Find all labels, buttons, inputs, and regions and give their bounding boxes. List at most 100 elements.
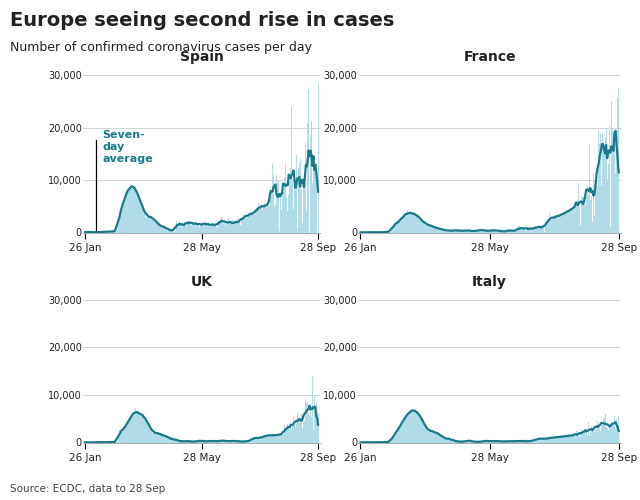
Bar	[117, 231, 118, 232]
Bar	[476, 231, 477, 232]
Bar	[398, 220, 399, 232]
Bar	[185, 440, 186, 442]
Bar	[252, 437, 253, 442]
Bar	[489, 441, 490, 442]
Bar	[614, 134, 615, 232]
Bar	[430, 429, 431, 442]
Bar	[528, 228, 529, 232]
Bar	[222, 440, 223, 442]
Bar	[494, 230, 495, 232]
Bar	[215, 224, 216, 232]
Bar	[541, 438, 543, 442]
Bar	[443, 438, 444, 442]
Bar	[221, 440, 222, 442]
Bar	[134, 412, 135, 442]
Bar	[292, 179, 293, 233]
Bar	[421, 418, 422, 442]
Text: B: B	[483, 477, 493, 490]
Bar	[243, 214, 244, 232]
Bar	[491, 230, 492, 232]
Bar	[271, 436, 272, 442]
Bar	[224, 440, 225, 442]
Bar	[248, 215, 250, 232]
Bar	[422, 220, 423, 232]
Bar	[530, 441, 531, 442]
Bar	[422, 418, 423, 442]
Bar	[582, 197, 584, 232]
Bar	[572, 210, 573, 233]
Bar	[111, 231, 112, 232]
Bar	[187, 441, 188, 442]
Bar	[137, 192, 138, 232]
Bar	[116, 230, 117, 232]
Bar	[447, 439, 448, 442]
Bar	[517, 440, 518, 442]
Bar	[602, 426, 604, 442]
Bar	[399, 426, 400, 442]
Bar	[214, 441, 215, 442]
Bar	[508, 441, 509, 442]
Bar	[286, 198, 287, 232]
Bar	[274, 436, 275, 442]
Bar	[232, 220, 234, 232]
Bar	[548, 220, 549, 232]
Bar	[577, 434, 579, 442]
Bar	[119, 430, 120, 442]
Bar	[400, 220, 401, 232]
Bar	[482, 230, 483, 232]
Bar	[467, 230, 468, 232]
Bar	[435, 432, 436, 442]
Bar	[573, 436, 574, 442]
Bar	[449, 440, 451, 442]
Bar	[546, 223, 547, 232]
Bar	[150, 425, 151, 442]
Bar	[571, 208, 572, 233]
Bar	[147, 420, 148, 442]
Bar	[495, 440, 497, 442]
Bar	[547, 223, 548, 232]
Bar	[526, 228, 527, 232]
Bar	[402, 422, 403, 442]
Bar	[149, 216, 150, 232]
Bar	[156, 222, 157, 232]
Bar	[541, 227, 543, 232]
Bar	[315, 164, 316, 232]
Bar	[312, 376, 313, 442]
Bar	[253, 214, 254, 233]
Bar	[127, 192, 128, 232]
Bar	[230, 222, 232, 232]
Bar	[260, 205, 261, 233]
Title: Italy: Italy	[472, 275, 507, 289]
Bar	[445, 438, 446, 442]
Bar	[581, 196, 582, 232]
Bar	[242, 218, 243, 232]
Bar	[532, 440, 533, 442]
Bar	[551, 438, 552, 442]
Bar	[277, 182, 278, 232]
Bar	[405, 417, 406, 442]
Bar	[552, 219, 553, 232]
Bar	[453, 441, 454, 442]
Bar	[397, 223, 398, 232]
Bar	[415, 214, 417, 233]
Bar	[592, 428, 593, 442]
Bar	[604, 418, 605, 442]
Bar	[161, 226, 163, 232]
Bar	[459, 231, 460, 232]
Bar	[293, 416, 294, 442]
Bar	[580, 433, 582, 442]
Bar	[419, 414, 420, 442]
Bar	[442, 230, 443, 232]
Bar	[431, 432, 433, 442]
Bar	[424, 426, 425, 442]
Bar	[453, 230, 454, 232]
Bar	[224, 220, 225, 232]
Bar	[410, 212, 412, 233]
Bar	[309, 416, 310, 442]
Bar	[522, 440, 523, 442]
Bar	[436, 228, 438, 232]
Bar	[499, 230, 500, 232]
Bar	[468, 231, 469, 232]
Bar	[307, 404, 308, 442]
Bar	[280, 194, 281, 232]
